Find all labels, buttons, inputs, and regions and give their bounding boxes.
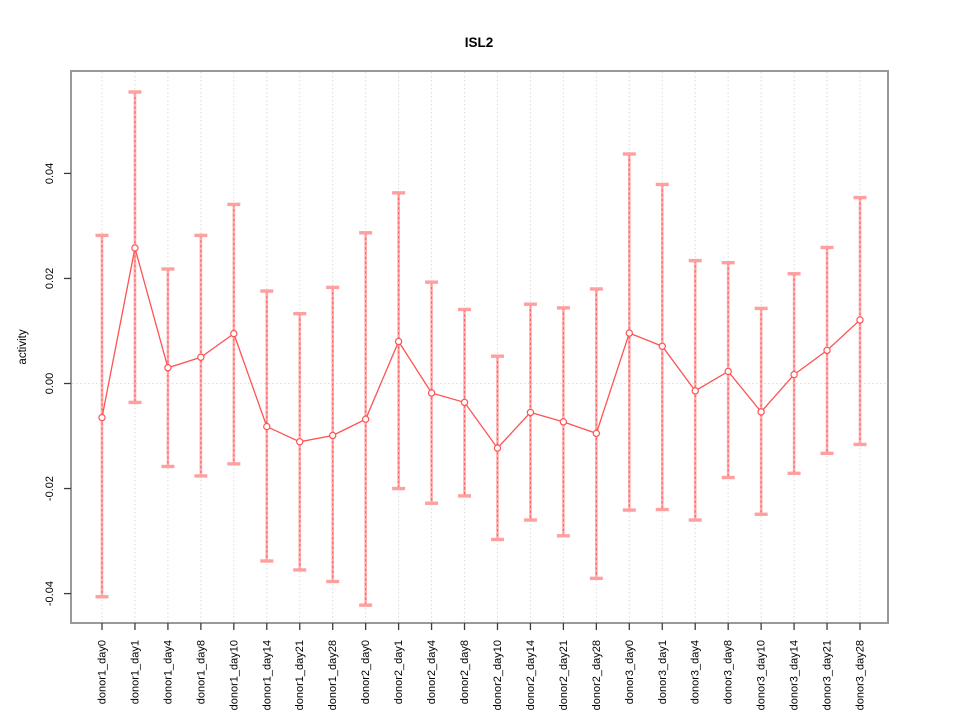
x-tick-label: donor3_day1	[657, 640, 669, 704]
x-tick-label: donor1_day1	[129, 640, 141, 704]
data-point-marker	[263, 422, 271, 431]
x-tick-label: donor1_day28	[327, 640, 339, 710]
data-point-marker	[658, 342, 666, 350]
x-tick-label: donor3_day4	[690, 640, 702, 704]
y-tick-label: 0.00	[44, 373, 56, 394]
data-point-marker	[559, 418, 568, 426]
plot-border	[70, 70, 889, 624]
x-tick-label: donor2_day1	[393, 640, 405, 704]
data-point-marker	[328, 431, 337, 440]
x-tick-label: donor1_day21	[294, 640, 306, 710]
x-tick-label: donor2_day0	[360, 640, 372, 704]
x-tick-label: donor1_day14	[261, 640, 273, 710]
y-tick-label: -0.02	[44, 476, 56, 501]
x-tick-label: donor2_day28	[591, 640, 603, 710]
data-point-marker	[823, 346, 831, 355]
data-point-marker	[790, 370, 798, 379]
x-tick-label: donor1_day8	[195, 640, 207, 704]
data-point-marker	[724, 367, 732, 376]
y-axis: -0.04 -0.02 0.00 0.02 0.04	[44, 163, 71, 606]
error-bars	[95, 90, 867, 607]
data-point-marker	[361, 415, 370, 423]
x-tick-label: donor1_day0	[97, 640, 109, 704]
data-point-marker	[296, 438, 304, 446]
data-point-marker	[164, 364, 172, 372]
data-point-marker	[230, 329, 238, 338]
data-point-marker	[131, 244, 139, 252]
x-tick-label: donor1_day4	[162, 640, 174, 704]
data-point-marker	[197, 353, 205, 361]
x-axis: donor1_day0 donor1_day1 donor1_day4 donor1_…	[97, 623, 867, 710]
x-tick-label: donor2_day8	[459, 640, 471, 704]
x-tick-label: donor3_day21	[822, 640, 834, 710]
x-tick-label: donor3_day10	[756, 640, 768, 710]
series-polyline	[101, 247, 861, 450]
series-line	[101, 247, 861, 450]
data-point-marker	[98, 413, 106, 422]
x-tick-label: donor3_day14	[789, 640, 801, 710]
x-tick-label: donor3_day0	[624, 640, 636, 704]
data-point-marker	[691, 387, 699, 395]
data-point-marker	[757, 408, 765, 416]
y-tick-label: -0.04	[44, 581, 56, 606]
data-points	[98, 244, 864, 452]
y-axis-label: activity	[17, 329, 29, 364]
x-tick-label: donor2_day4	[426, 640, 438, 704]
data-point-marker	[526, 408, 535, 417]
data-point-marker	[625, 329, 634, 337]
x-tick-label: donor2_day14	[525, 640, 537, 710]
y-tick-label: 0.02	[44, 268, 56, 289]
x-tick-label: donor2_day21	[558, 640, 570, 710]
data-point-marker	[856, 316, 864, 324]
data-point-marker	[427, 389, 436, 397]
data-point-marker	[493, 444, 502, 452]
x-tick-label: donor3_day28	[855, 640, 867, 710]
plot-box	[70, 70, 889, 624]
x-tick-label: donor2_day10	[492, 640, 504, 710]
data-point-marker	[460, 398, 469, 407]
data-point-marker	[394, 337, 403, 346]
x-tick-label: donor3_day8	[723, 640, 735, 704]
x-tick-label: donor1_day10	[228, 640, 240, 710]
data-point-marker	[592, 429, 601, 438]
chart-title: ISL2	[465, 35, 494, 50]
y-tick-label: 0.04	[44, 163, 56, 184]
